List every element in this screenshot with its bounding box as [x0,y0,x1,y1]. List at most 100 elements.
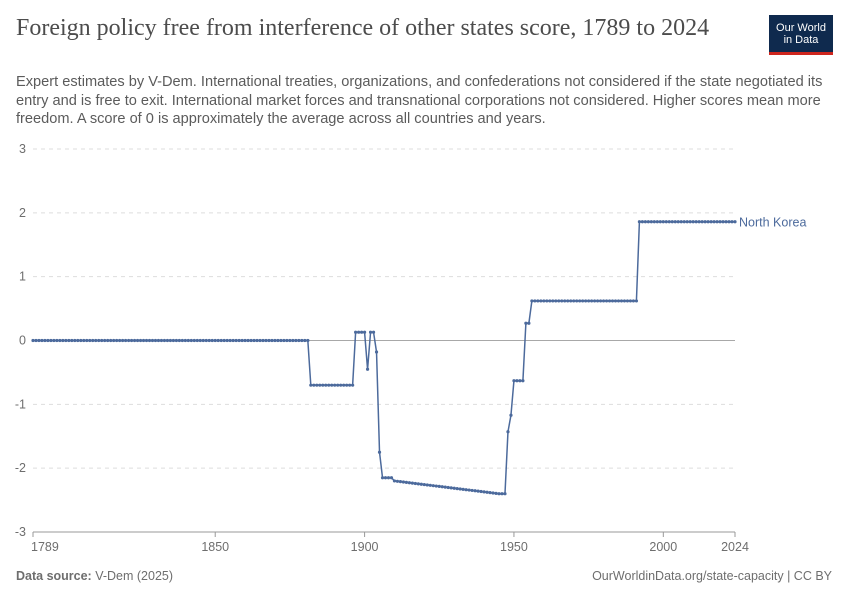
data-point[interactable] [147,338,152,343]
data-point[interactable] [458,487,462,491]
data-point[interactable] [109,338,113,343]
data-point[interactable] [425,483,429,487]
data-point[interactable] [449,486,453,490]
data-point[interactable] [401,480,406,484]
data-point[interactable] [282,338,286,343]
data-point[interactable] [354,330,358,334]
data-point[interactable] [252,338,256,343]
data-point[interactable] [186,338,190,343]
data-point[interactable] [628,299,633,303]
data-point[interactable] [339,383,343,387]
data-point[interactable] [234,338,238,343]
data-point[interactable] [587,299,591,303]
data-point[interactable] [380,476,385,480]
data-point[interactable] [306,338,310,343]
data-point[interactable] [730,220,734,224]
data-point[interactable] [240,338,244,343]
data-point[interactable] [31,338,35,343]
data-point[interactable] [527,321,531,325]
data-point[interactable] [727,220,731,224]
data-point[interactable] [180,338,184,343]
data-point[interactable] [112,338,116,343]
data-point[interactable] [422,482,426,487]
data-point[interactable] [297,338,301,343]
data-point[interactable] [595,299,600,303]
data-point[interactable] [431,484,435,488]
data-point[interactable] [88,338,92,343]
data-point[interactable] [572,299,576,303]
data-point[interactable] [374,350,379,354]
license-link[interactable]: OurWorldinData.org/state-capacity | CC B… [592,569,832,583]
data-point[interactable] [279,338,283,343]
data-point[interactable] [661,220,665,224]
data-point[interactable] [616,299,621,303]
data-point[interactable] [413,481,417,486]
data-point[interactable] [228,338,232,343]
data-point[interactable] [345,383,349,387]
data-point[interactable] [706,220,710,224]
data-point[interactable] [276,338,280,343]
data-point[interactable] [428,483,432,487]
data-point[interactable] [524,321,528,325]
data-point[interactable] [509,413,513,417]
data-point[interactable] [324,383,328,387]
owid-logo[interactable]: Our World in Data [769,15,833,55]
data-point[interactable] [231,338,235,343]
data-point[interactable] [512,379,516,383]
data-point[interactable] [360,330,364,334]
data-point[interactable] [566,299,570,303]
data-point[interactable] [610,299,615,303]
data-point[interactable] [613,299,618,303]
data-point[interactable] [392,479,397,483]
data-point[interactable] [551,299,555,303]
data-point[interactable] [515,379,519,383]
data-point[interactable] [129,338,134,343]
data-point[interactable] [455,486,459,491]
data-point[interactable] [607,299,612,303]
data-point[interactable] [371,330,376,334]
data-point[interactable] [593,299,597,303]
data-point[interactable] [70,338,74,343]
data-point[interactable] [389,476,394,480]
data-point[interactable] [327,383,331,387]
data-point[interactable] [270,338,274,343]
data-point[interactable] [64,338,68,343]
data-point[interactable] [631,299,636,303]
data-point[interactable] [315,383,319,387]
data-point[interactable] [386,476,391,480]
data-point[interactable] [192,338,196,343]
data-point[interactable] [724,220,728,224]
data-point[interactable] [637,220,642,224]
data-point[interactable] [261,338,265,343]
data-point[interactable] [667,220,671,224]
data-point[interactable] [712,220,716,224]
data-point[interactable] [348,383,352,387]
data-point[interactable] [309,383,313,387]
data-point[interactable] [500,492,504,496]
data-point[interactable] [694,220,698,224]
data-point[interactable] [126,338,131,343]
data-point[interactable] [40,338,44,343]
data-point[interactable] [318,383,322,387]
data-point[interactable] [479,489,483,494]
data-point[interactable] [440,485,444,489]
data-point[interactable] [718,220,722,224]
data-point[interactable] [563,299,567,303]
data-point[interactable] [225,338,229,343]
data-point[interactable] [521,379,525,383]
data-point[interactable] [664,220,668,224]
data-point[interactable] [144,338,149,343]
data-point[interactable] [560,299,564,303]
data-point[interactable] [357,330,361,334]
data-point[interactable] [150,338,155,343]
data-point[interactable] [43,338,47,343]
data-point[interactable] [213,338,217,343]
data-point[interactable] [351,383,355,387]
data-point[interactable] [342,383,346,387]
data-point[interactable] [548,299,552,303]
data-point[interactable] [470,488,474,493]
data-point[interactable] [291,338,295,343]
data-point[interactable] [168,338,173,343]
data-point[interactable] [67,338,71,343]
data-point[interactable] [715,220,719,224]
